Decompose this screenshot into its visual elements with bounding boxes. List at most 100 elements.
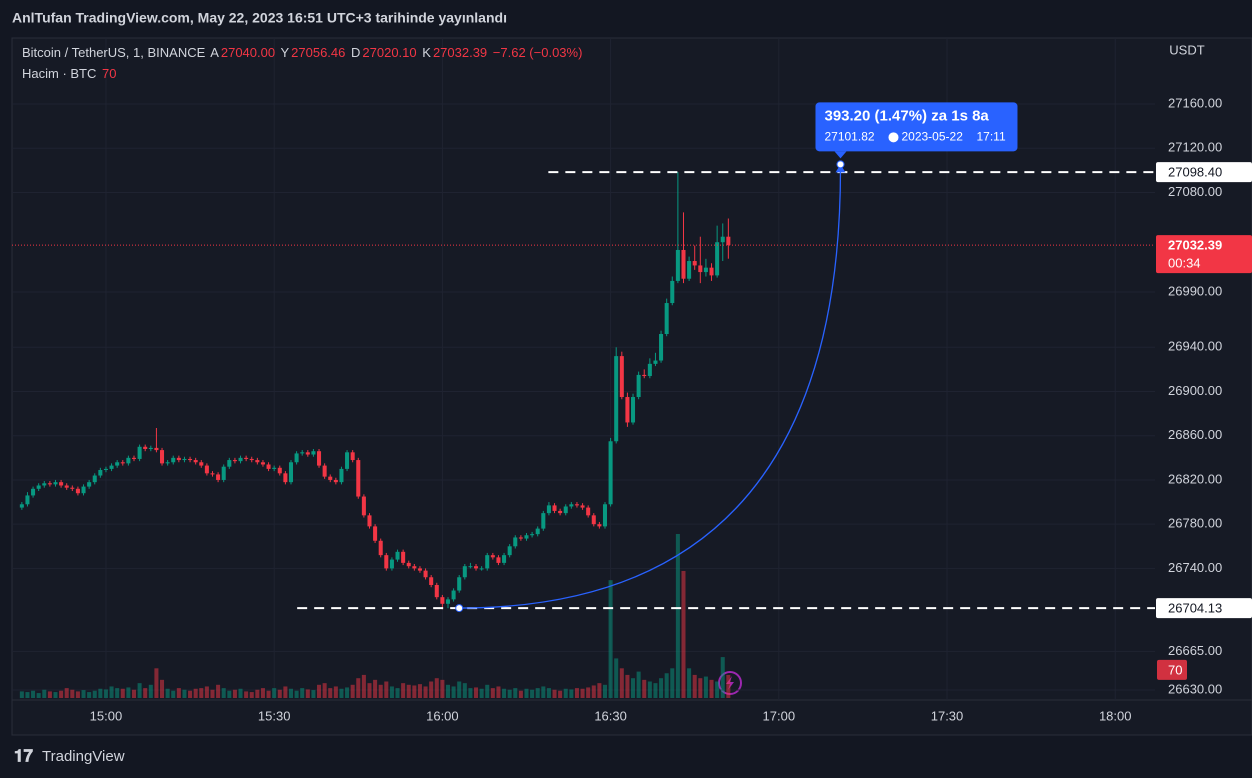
candle-body xyxy=(395,551,400,560)
volume-bar xyxy=(272,688,277,698)
candle-body xyxy=(350,452,355,461)
candle-body xyxy=(631,397,636,423)
volume-bar xyxy=(485,684,490,698)
volume-bar xyxy=(631,678,636,698)
volume-bar xyxy=(176,688,181,698)
candle-body xyxy=(333,479,338,483)
volume-bar xyxy=(496,686,501,698)
candle-body xyxy=(193,460,198,463)
volume-bar xyxy=(502,688,507,698)
candle-body xyxy=(586,507,591,516)
candle-body xyxy=(720,236,725,243)
volume-bar xyxy=(19,691,24,698)
plot-frame xyxy=(11,37,1252,736)
volume-bar xyxy=(75,691,80,698)
volume-bar xyxy=(300,688,305,698)
volume-label-box xyxy=(1157,659,1187,680)
y-tick-label: 26665.00 xyxy=(1168,643,1222,658)
volume-bar xyxy=(457,681,462,698)
volume-bar xyxy=(636,671,641,698)
volume-bar xyxy=(530,689,535,698)
y-tick-label: 27160.00 xyxy=(1168,95,1222,110)
candle-body xyxy=(115,462,120,466)
last-price-box xyxy=(1156,235,1252,274)
candle-body xyxy=(541,513,546,529)
candle-body xyxy=(434,584,439,598)
volume-bar xyxy=(513,688,518,698)
volume-bar xyxy=(199,688,204,698)
volume-bar xyxy=(642,679,647,698)
candle-body xyxy=(429,577,434,585)
candle-body xyxy=(479,568,484,570)
measure-price: 27101.82 xyxy=(824,130,874,144)
volume-bar xyxy=(311,690,316,698)
volume-bar xyxy=(92,690,97,698)
candle-body xyxy=(25,495,30,505)
volume-bar xyxy=(47,691,52,698)
candle-body xyxy=(165,462,170,464)
volume-bar xyxy=(120,688,125,698)
candle-body xyxy=(619,356,624,398)
volume-bar xyxy=(378,684,383,698)
volume-bar xyxy=(244,691,249,698)
legend: Bitcoin / TetherUS, 1, BINANCE A 27040.00… xyxy=(22,45,584,60)
volume-bar xyxy=(586,687,591,698)
candle-body xyxy=(602,504,608,527)
y-tick-label: 26820.00 xyxy=(1168,471,1222,486)
candle-body xyxy=(474,566,479,569)
y-tick-label: 26990.00 xyxy=(1168,283,1222,298)
candle-body xyxy=(423,570,428,578)
candle-body xyxy=(546,505,551,514)
candle-body xyxy=(502,555,507,563)
volume-bar xyxy=(171,690,176,698)
volume-bar xyxy=(664,673,669,698)
volume-bar xyxy=(462,683,467,698)
volume-bar xyxy=(389,686,394,698)
volume-bar xyxy=(109,686,114,698)
candle-body xyxy=(642,374,647,377)
volume-bar xyxy=(698,678,703,698)
candle-body xyxy=(31,488,36,496)
volume-bar xyxy=(294,690,299,698)
volume-bar xyxy=(625,674,630,698)
candle-body xyxy=(361,496,366,516)
candle-body xyxy=(389,559,394,569)
volume-bar xyxy=(675,533,680,698)
candle-body xyxy=(675,249,680,281)
candle-body xyxy=(552,505,557,511)
measure-box xyxy=(815,102,1018,152)
candle-body xyxy=(457,577,462,591)
candle-body xyxy=(143,446,148,449)
published: AnlTufan TradingView.com, May 22, 2023 1… xyxy=(12,10,507,26)
candle-body xyxy=(75,488,80,494)
candle-body xyxy=(64,485,69,488)
candle-body xyxy=(659,333,664,361)
volume-bar xyxy=(373,679,378,698)
candle-body xyxy=(47,483,52,485)
volume-bar xyxy=(535,688,540,698)
volume-bar xyxy=(137,683,142,698)
logo: 𝟏𝟕 xyxy=(14,746,33,765)
volume-bar xyxy=(468,688,473,698)
volume-bar xyxy=(148,684,153,698)
candle-body xyxy=(109,465,114,469)
candle-body xyxy=(171,457,176,463)
y-tick-label: 26630.00 xyxy=(1168,681,1222,696)
candle-body xyxy=(664,303,669,334)
candle-body xyxy=(417,568,422,571)
candle-body xyxy=(692,261,697,266)
clock-icon xyxy=(888,132,899,143)
volume-bar xyxy=(255,689,260,698)
volume-bar xyxy=(614,658,619,698)
currency: USDT xyxy=(1169,42,1204,57)
candle-body xyxy=(148,447,153,449)
candle-body xyxy=(496,557,501,563)
x-tick-label: 15:30 xyxy=(258,708,291,723)
measure-text: 393.20 (1.47%) za 1s 8a xyxy=(824,107,989,124)
candle-body xyxy=(401,551,406,563)
candle-body xyxy=(283,473,288,483)
volume-bar xyxy=(328,688,333,698)
y-tick-label: 26740.00 xyxy=(1168,560,1222,575)
volume-bar xyxy=(687,668,692,698)
